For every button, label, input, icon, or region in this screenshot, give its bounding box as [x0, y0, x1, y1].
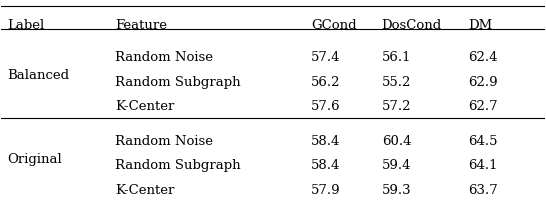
Text: GCond: GCond — [311, 19, 357, 32]
Text: Label: Label — [7, 19, 44, 32]
Text: 57.4: 57.4 — [311, 51, 341, 64]
Text: 62.4: 62.4 — [468, 51, 498, 64]
Text: 58.4: 58.4 — [311, 159, 340, 172]
Text: K-Center: K-Center — [115, 184, 175, 197]
Text: 55.2: 55.2 — [382, 76, 411, 89]
Text: 56.1: 56.1 — [382, 51, 411, 64]
Text: 60.4: 60.4 — [382, 135, 411, 148]
Text: Random Noise: Random Noise — [115, 51, 213, 64]
Text: 64.1: 64.1 — [468, 159, 498, 172]
Text: DosCond: DosCond — [382, 19, 442, 32]
Text: 62.7: 62.7 — [468, 100, 498, 113]
Text: 57.2: 57.2 — [382, 100, 411, 113]
Text: Feature: Feature — [115, 19, 168, 32]
Text: 62.9: 62.9 — [468, 76, 498, 89]
Text: 63.7: 63.7 — [468, 184, 498, 197]
Text: DM: DM — [468, 19, 493, 32]
Text: Random Subgraph: Random Subgraph — [115, 76, 241, 89]
Text: Balanced: Balanced — [7, 69, 69, 82]
Text: 57.6: 57.6 — [311, 100, 341, 113]
Text: 57.9: 57.9 — [311, 184, 341, 197]
Text: 59.3: 59.3 — [382, 184, 411, 197]
Text: K-Center: K-Center — [115, 100, 175, 113]
Text: 64.5: 64.5 — [468, 135, 498, 148]
Text: 56.2: 56.2 — [311, 76, 341, 89]
Text: Original: Original — [7, 153, 62, 166]
Text: 59.4: 59.4 — [382, 159, 411, 172]
Text: Random Subgraph: Random Subgraph — [115, 159, 241, 172]
Text: Random Noise: Random Noise — [115, 135, 213, 148]
Text: 58.4: 58.4 — [311, 135, 340, 148]
